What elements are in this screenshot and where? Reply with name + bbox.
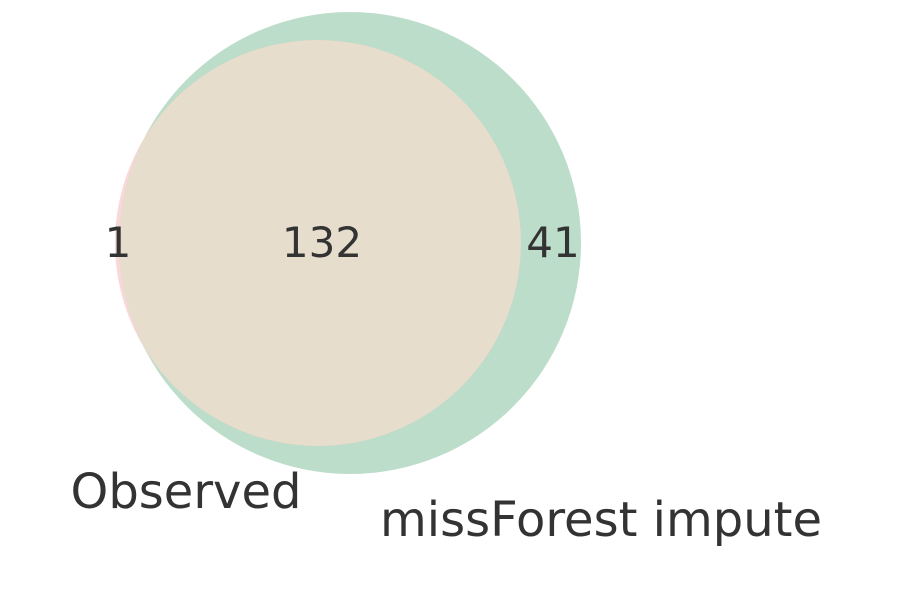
- set-label-observed: Observed: [71, 464, 302, 520]
- count-only-missforest: 41: [526, 218, 579, 267]
- count-only-observed: 1: [105, 218, 132, 267]
- count-intersection: 132: [282, 218, 362, 267]
- set-label-missforest: missForest impute: [380, 492, 822, 548]
- venn-circles: [115, 12, 581, 474]
- intersection-region: [119, 40, 521, 446]
- region-counts: 1 132 41: [105, 218, 580, 267]
- set-labels: Observed missForest impute: [71, 464, 822, 548]
